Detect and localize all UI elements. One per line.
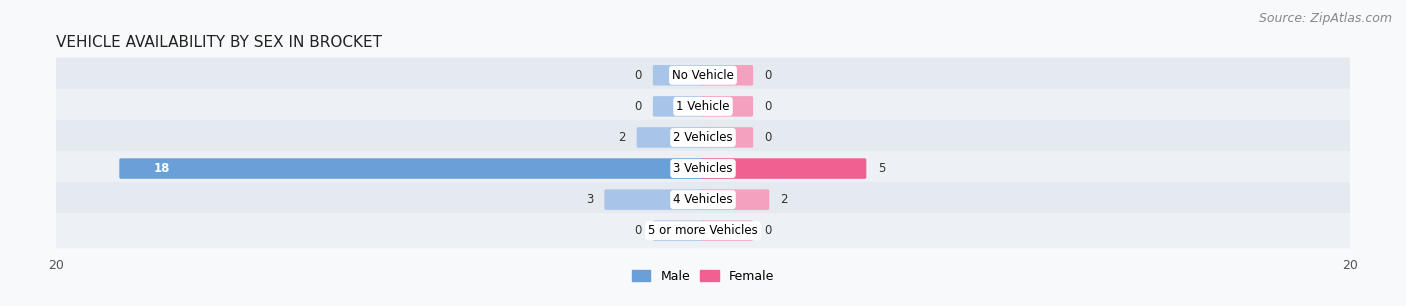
Text: 2 Vehicles: 2 Vehicles xyxy=(673,131,733,144)
Text: 2: 2 xyxy=(617,131,626,144)
Text: 3 Vehicles: 3 Vehicles xyxy=(673,162,733,175)
FancyBboxPatch shape xyxy=(702,96,754,117)
FancyBboxPatch shape xyxy=(637,127,704,148)
Text: Source: ZipAtlas.com: Source: ZipAtlas.com xyxy=(1258,12,1392,25)
Text: 0: 0 xyxy=(765,224,772,237)
Text: 3: 3 xyxy=(586,193,593,206)
Text: 2: 2 xyxy=(780,193,789,206)
Text: 5: 5 xyxy=(877,162,884,175)
FancyBboxPatch shape xyxy=(45,120,1361,155)
Text: 4 Vehicles: 4 Vehicles xyxy=(673,193,733,206)
Text: VEHICLE AVAILABILITY BY SEX IN BROCKET: VEHICLE AVAILABILITY BY SEX IN BROCKET xyxy=(56,35,382,50)
Text: 0: 0 xyxy=(634,69,641,82)
Text: 18: 18 xyxy=(153,162,170,175)
Legend: Male, Female: Male, Female xyxy=(627,265,779,288)
Text: 0: 0 xyxy=(634,224,641,237)
Text: 0: 0 xyxy=(634,100,641,113)
Text: 5 or more Vehicles: 5 or more Vehicles xyxy=(648,224,758,237)
FancyBboxPatch shape xyxy=(652,220,704,241)
FancyBboxPatch shape xyxy=(702,189,769,210)
FancyBboxPatch shape xyxy=(702,127,754,148)
FancyBboxPatch shape xyxy=(652,65,704,86)
FancyBboxPatch shape xyxy=(45,89,1361,124)
Text: 0: 0 xyxy=(765,131,772,144)
FancyBboxPatch shape xyxy=(45,213,1361,248)
FancyBboxPatch shape xyxy=(605,189,704,210)
Text: 1 Vehicle: 1 Vehicle xyxy=(676,100,730,113)
FancyBboxPatch shape xyxy=(45,182,1361,217)
Text: 0: 0 xyxy=(765,100,772,113)
Text: No Vehicle: No Vehicle xyxy=(672,69,734,82)
FancyBboxPatch shape xyxy=(120,158,704,179)
FancyBboxPatch shape xyxy=(702,158,866,179)
FancyBboxPatch shape xyxy=(45,151,1361,186)
FancyBboxPatch shape xyxy=(652,96,704,117)
FancyBboxPatch shape xyxy=(45,58,1361,93)
FancyBboxPatch shape xyxy=(702,220,754,241)
Text: 0: 0 xyxy=(765,69,772,82)
FancyBboxPatch shape xyxy=(702,65,754,86)
